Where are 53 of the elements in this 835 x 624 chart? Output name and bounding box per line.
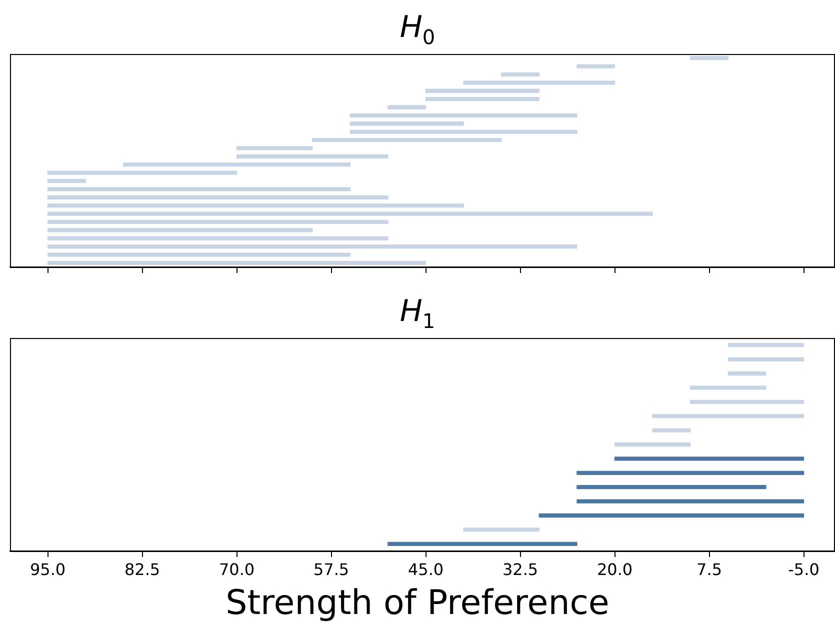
- bar: [652, 414, 804, 418]
- bar: [614, 456, 804, 461]
- bar: [388, 105, 426, 110]
- bar: [47, 252, 351, 257]
- bar: [463, 80, 616, 85]
- bar: [728, 371, 766, 376]
- bar: [47, 260, 426, 265]
- chart-title: H$_{1}$: [398, 293, 436, 335]
- bar: [614, 442, 691, 447]
- x-tick-label: -5.0: [788, 560, 820, 579]
- bar: [576, 499, 804, 504]
- x-tick-label: 70.0: [218, 560, 255, 579]
- bar: [123, 162, 351, 167]
- x-tick-label: 20.0: [596, 560, 633, 579]
- x-tick-label: 82.5: [124, 560, 160, 579]
- x-axis-title: Strength of Preference: [224, 583, 610, 623]
- x-tick-label: 45.0: [408, 560, 444, 579]
- bar: [47, 244, 578, 249]
- bar: [538, 513, 804, 518]
- bar: [576, 485, 766, 490]
- bar: [236, 146, 313, 150]
- bar: [728, 343, 804, 348]
- bar: [47, 212, 653, 216]
- x-tick-label: 95.0: [30, 560, 66, 579]
- bar: [576, 470, 804, 475]
- bar: [690, 386, 766, 390]
- bar: [425, 96, 540, 102]
- bar: [47, 236, 388, 240]
- x-tick-label: 57.5: [313, 560, 350, 579]
- bar: [47, 178, 86, 184]
- bar: [652, 428, 691, 432]
- bar: [47, 228, 313, 232]
- bar: [576, 64, 616, 68]
- bar: [47, 195, 388, 200]
- bar: [47, 187, 351, 192]
- bar: [350, 130, 578, 134]
- x-tick-label: 32.5: [502, 560, 538, 579]
- bar: [690, 400, 804, 404]
- chart-title: H$_{0}$: [398, 9, 436, 51]
- bar: [236, 154, 388, 158]
- x-tick-label: 7.5: [696, 560, 722, 579]
- bar: [388, 542, 578, 546]
- bar: [463, 528, 540, 532]
- bar: [312, 138, 502, 142]
- bar: [47, 220, 388, 224]
- bar: [47, 203, 464, 208]
- bar: [350, 113, 578, 118]
- bar: [501, 72, 540, 77]
- bar: [728, 357, 804, 362]
- bar: [350, 122, 464, 126]
- bar: [47, 170, 238, 175]
- bar: [425, 88, 540, 93]
- bar: [690, 56, 728, 60]
